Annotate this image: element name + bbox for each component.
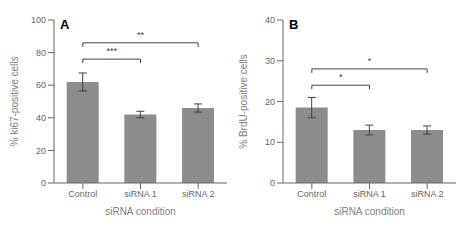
svg-text:20: 20 (265, 97, 275, 107)
svg-text:*: * (368, 56, 372, 66)
svg-text:siRNA 2: siRNA 2 (411, 189, 444, 199)
svg-text:20: 20 (36, 146, 46, 156)
svg-text:**: ** (137, 30, 145, 40)
svg-text:30: 30 (265, 56, 275, 66)
svg-text:siRNA condition: siRNA condition (105, 206, 176, 217)
svg-text:0: 0 (270, 178, 275, 188)
svg-text:0: 0 (41, 178, 46, 188)
html-text:B: B (289, 17, 299, 32)
svg-text:Control: Control (68, 189, 97, 199)
svg-text:60: 60 (36, 80, 46, 90)
svg-text:% ki67-positive cells: % ki67-positive cells (9, 56, 20, 146)
svg-text:siRNA 2: siRNA 2 (182, 189, 215, 199)
svg-text:40: 40 (265, 15, 275, 25)
svg-text:10: 10 (265, 137, 275, 147)
svg-text:Control: Control (297, 189, 326, 199)
svg-text:siRNA 1: siRNA 1 (353, 189, 386, 199)
svg-text:siRNA condition: siRNA condition (334, 206, 405, 217)
svg-text:40: 40 (36, 113, 46, 123)
html-text:A: A (60, 17, 70, 32)
svg-text:siRNA 1: siRNA 1 (124, 189, 157, 199)
svg-text:% BrdU-positive cells: % BrdU-positive cells (238, 54, 249, 148)
svg-text:*: * (339, 72, 343, 82)
svg-text:***: *** (106, 46, 117, 56)
svg-text:100: 100 (31, 15, 46, 25)
svg-text:80: 80 (36, 48, 46, 58)
